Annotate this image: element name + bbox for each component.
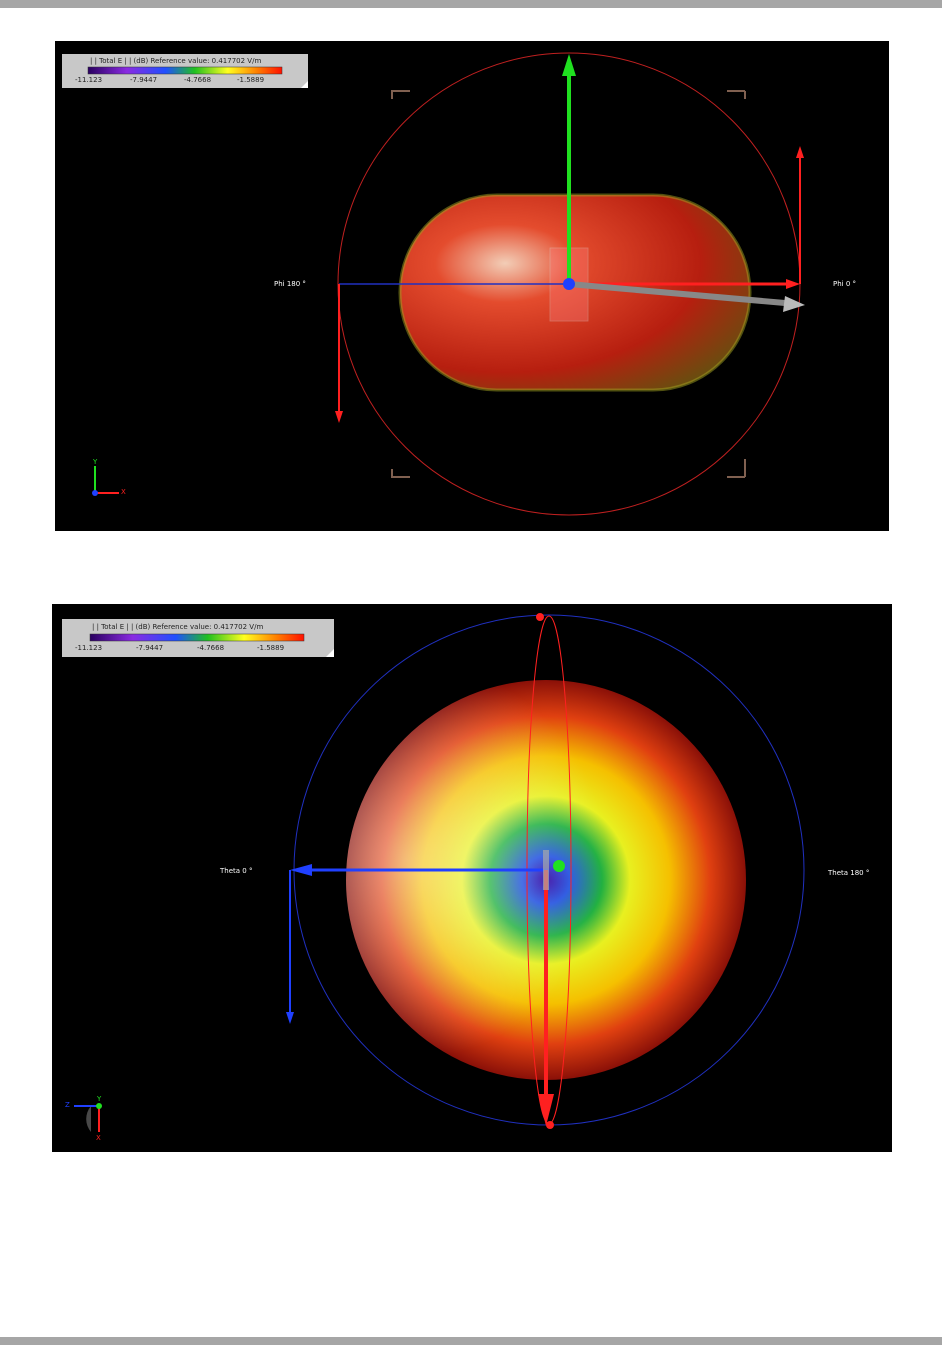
right-label: Theta 180 ° [827,869,869,877]
axis-label: X [96,1134,101,1142]
legend-title: | | Total E | | (dB) Reference value: 0.… [92,623,263,631]
axis-triad: Z Y X [65,1095,102,1142]
top-bar [0,0,942,8]
legend-title: | | Total E | | (dB) Reference value: 0.… [90,57,261,65]
legend-tick: -7.9447 [130,76,157,84]
legend-tick: -1.5889 [257,644,284,652]
axis-label: Y [92,458,98,466]
left-label: Phi 180 ° [274,280,306,288]
legend: | | Total E | | (dB) Reference value: 0.… [62,54,308,88]
legend-tick: -1.5889 [237,76,264,84]
left-label: Theta 0 ° [219,867,252,875]
figure-2: Theta 0 ° Theta 180 ° | | Total E | | (d… [52,604,892,1152]
right-label: Phi 0 ° [833,280,856,288]
bottom-bar [0,1337,942,1345]
legend: | | Total E | | (dB) Reference value: 0.… [62,619,334,657]
legend-tick: -11.123 [75,644,102,652]
legend-tick: -4.7668 [184,76,211,84]
legend-tick: -11.123 [75,76,102,84]
axis-label: Z [65,1101,70,1109]
legend-tick: -7.9447 [136,644,163,652]
axis-label: X [121,488,126,496]
figure-1: Phi 180 ° Phi 0 ° | | Total E | | (dB) R… [55,41,889,531]
axis-triad: Y X [92,458,126,496]
legend-tick: -4.7668 [197,644,224,652]
axis-label: Y [96,1095,102,1103]
